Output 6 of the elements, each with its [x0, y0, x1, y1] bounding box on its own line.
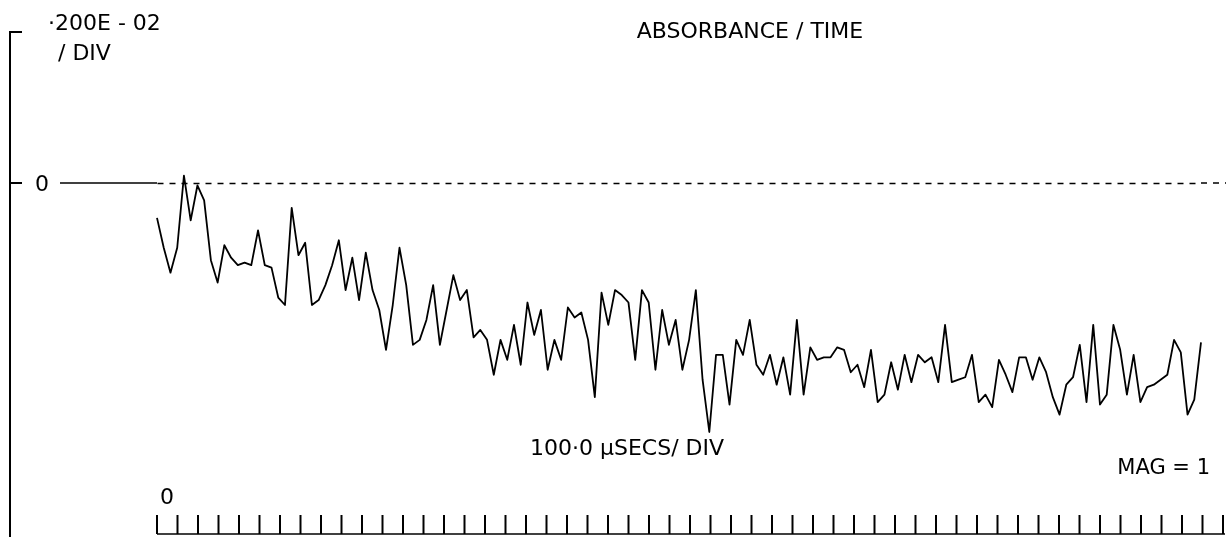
text: MAG = 1: [1117, 455, 1210, 479]
text: 0: [35, 171, 49, 196]
chart-title: ABSORBANCE / TIME: [636, 18, 864, 43]
text: 0: [160, 484, 174, 509]
text: ·200E - 02 / DIV: [48, 10, 161, 65]
text: 100·0 µSECS/ DIV: [530, 435, 725, 460]
